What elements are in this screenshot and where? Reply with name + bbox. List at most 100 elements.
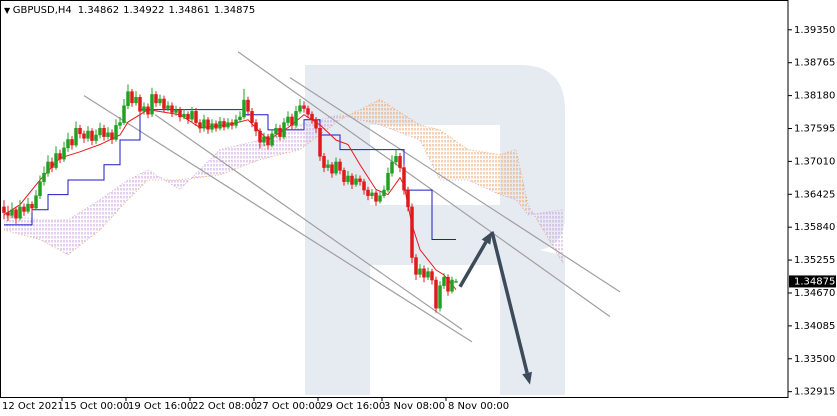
cloud-segment <box>128 169 148 200</box>
forecast-arrow <box>458 241 488 288</box>
y-tick-label: 1.34085 <box>794 321 835 332</box>
candle-body <box>226 122 230 128</box>
plot-layer <box>2 51 621 385</box>
candle-body <box>10 209 14 216</box>
candle-body <box>46 161 50 174</box>
candle-body <box>90 130 94 141</box>
x-tick-label: 27 Oct 00:00 <box>256 401 321 412</box>
candle-body <box>346 175 350 182</box>
candle-body <box>150 94 154 115</box>
candle-body <box>234 119 238 126</box>
candle-body <box>134 97 138 104</box>
y-tick-label: 1.38180 <box>794 91 835 102</box>
y-tick-label: 1.37595 <box>794 123 835 134</box>
cloud-segment <box>40 219 68 255</box>
x-tick-label: 8 Nov 00:00 <box>448 401 509 412</box>
candle-body <box>70 139 74 146</box>
candle-body <box>322 156 326 168</box>
candle-body <box>330 164 334 174</box>
x-tick-label: 19 Oct 16:00 <box>128 401 193 412</box>
candle-body <box>34 195 38 209</box>
candle-body <box>374 192 378 202</box>
candle-body <box>114 125 118 140</box>
candle-body <box>250 111 254 123</box>
candle-body <box>242 99 246 118</box>
forecast-arrow-head <box>481 231 492 245</box>
candle-body <box>2 206 6 213</box>
candle-body <box>358 178 362 182</box>
candle-body <box>198 122 202 129</box>
y-tick-label: 1.37010 <box>794 156 835 167</box>
cloud-segment <box>100 179 128 230</box>
candle-body <box>154 94 158 104</box>
candle-body <box>366 189 370 196</box>
candle-body <box>6 212 10 216</box>
candle-body <box>382 189 386 196</box>
header-arrow: ▼ <box>4 6 13 15</box>
candle-body <box>286 116 290 123</box>
cloud-segment <box>4 214 40 240</box>
candle-body <box>210 123 214 130</box>
candle-body <box>306 108 310 115</box>
candle-body <box>446 276 450 292</box>
candle-body <box>126 91 130 106</box>
x-tick-label: 29 Oct 16:00 <box>320 401 385 412</box>
candle-body <box>354 178 358 185</box>
candle-body <box>26 203 30 212</box>
candle-body <box>74 127 78 146</box>
candle-body <box>274 127 278 135</box>
candle-body <box>214 123 218 129</box>
candle-body <box>122 105 126 123</box>
header-low: 1.34861 <box>169 5 210 16</box>
candle-body <box>98 127 102 136</box>
candle-body <box>58 153 62 160</box>
candle-body <box>30 203 34 209</box>
candle-body <box>430 271 434 281</box>
cloud-segment <box>340 99 380 125</box>
candle-body <box>86 130 90 139</box>
cloud-span-a <box>3 98 565 266</box>
candle-body <box>118 122 122 126</box>
trend-line <box>237 51 611 318</box>
candle-body <box>178 109 182 118</box>
candle-body <box>138 97 142 112</box>
candle-body <box>246 99 250 112</box>
candle-body <box>186 113 190 120</box>
candle-body <box>78 127 82 135</box>
trend-line <box>83 95 473 343</box>
y-tick-label: 1.38765 <box>794 58 835 69</box>
cloud-segment <box>420 124 440 180</box>
candle-body <box>266 136 270 146</box>
candle-body <box>342 170 346 182</box>
candle-body <box>302 105 306 109</box>
y-tick-label: 1.39350 <box>794 25 835 36</box>
candle-body <box>222 121 226 128</box>
symbol: GBPUSD,H4 <box>13 5 72 16</box>
candle-body <box>282 122 286 137</box>
candle-body <box>14 209 18 219</box>
header-close: 1.34875 <box>214 5 255 16</box>
candle-body <box>66 139 70 149</box>
candle-body <box>438 285 442 309</box>
x-tick-label: 15 Oct 00:00 <box>64 401 129 412</box>
candle-body <box>62 147 66 160</box>
candle-body <box>22 206 26 212</box>
candle-body <box>254 122 258 132</box>
candle-body <box>338 161 342 171</box>
candle-body <box>290 116 294 126</box>
candle-body <box>298 105 302 112</box>
cloud-segment <box>516 149 528 215</box>
candle-body <box>318 127 322 157</box>
candle-body <box>422 268 426 278</box>
candle-body <box>410 206 414 258</box>
candle-body <box>434 279 438 309</box>
candle-body <box>262 136 266 143</box>
candle-body <box>190 111 194 120</box>
candle-body <box>270 133 274 146</box>
candle-body <box>102 127 106 137</box>
candle-body <box>174 109 178 113</box>
candle-body <box>398 156 402 168</box>
candle-body <box>162 98 166 109</box>
